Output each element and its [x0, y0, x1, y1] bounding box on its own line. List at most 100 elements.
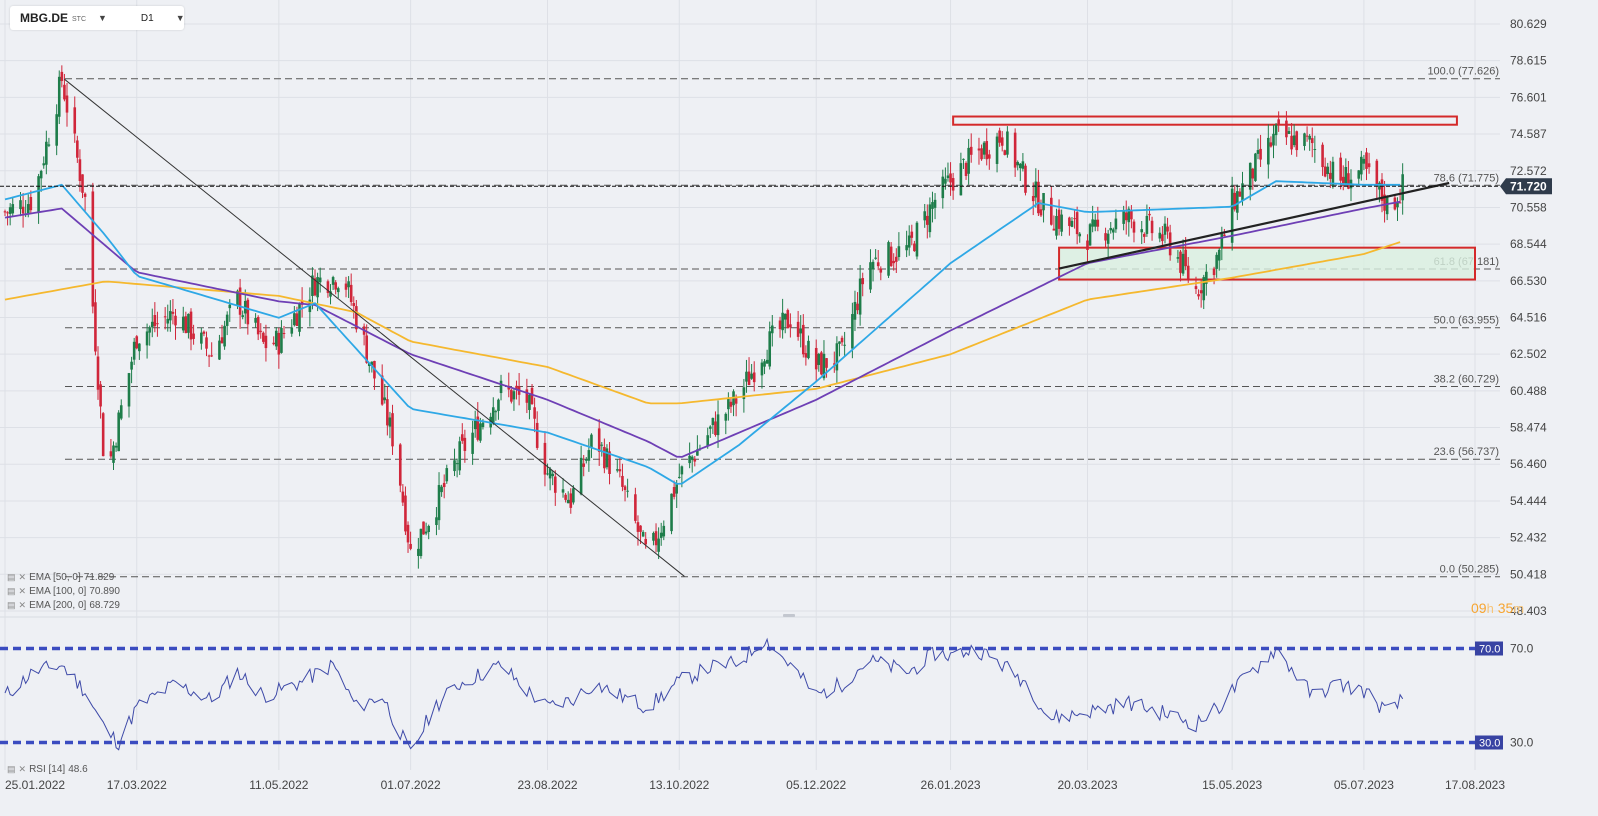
rsi-label: RSI [14]: [29, 764, 66, 775]
candle-body: [1287, 131, 1291, 134]
candle-body: [799, 328, 803, 334]
ema200-legend[interactable]: ▤ ✕ EMA [200, 0] 68.729: [7, 600, 120, 611]
candle-body: [789, 324, 792, 328]
candle-body: [1181, 253, 1185, 274]
candle-body: [1096, 219, 1100, 227]
settings-icon[interactable]: ▤: [7, 586, 16, 596]
candle-body: [1321, 144, 1324, 168]
candle-body: [218, 340, 221, 360]
symbol-dropdown-icon[interactable]: ▼: [98, 13, 107, 23]
candle-body: [455, 463, 459, 465]
candle-body: [696, 449, 699, 456]
x-axis-tick-label: 20.03.2023: [1057, 778, 1117, 792]
rsi-legend[interactable]: ▤ ✕ RSI [14] 48.6: [7, 764, 88, 775]
candle-body: [223, 325, 226, 347]
x-axis-tick-label: 17.03.2022: [107, 778, 167, 792]
candle-body: [626, 490, 629, 492]
candle-body: [747, 371, 751, 386]
candle-body: [406, 524, 410, 543]
candle-body: [169, 311, 172, 321]
symbol-toolbar[interactable]: MBG.DE STC ▼ D1 ▼: [10, 6, 185, 30]
settings-icon[interactable]: ▤: [7, 764, 16, 774]
rsi-axis-tick-label: 70.0: [1510, 642, 1534, 656]
candle-body: [1378, 182, 1381, 190]
candle-body: [37, 176, 40, 213]
candle-body: [316, 277, 319, 298]
candle-body: [246, 299, 250, 325]
settings-icon[interactable]: ▤: [7, 600, 16, 610]
candle-body: [1241, 183, 1244, 201]
candle-body: [130, 361, 133, 370]
candle-body: [949, 173, 952, 183]
candle-body: [26, 204, 30, 214]
fibonacci-level-label: 0.0 (50.285): [1440, 564, 1499, 576]
candle-body: [45, 141, 48, 165]
candle-body: [1109, 228, 1113, 231]
x-axis-tick-label: 05.07.2023: [1334, 778, 1394, 792]
ema50-legend[interactable]: ▤ ✕ EMA [50, 0] 71.829: [7, 572, 114, 583]
candle-body: [1277, 119, 1280, 125]
ema200-label: EMA [200, 0]: [29, 600, 87, 611]
ema100-legend[interactable]: ▤ ✕ EMA [100, 0] 70.890: [7, 586, 120, 597]
countdown-hours: 09: [1471, 600, 1487, 616]
candle-body: [1303, 133, 1306, 147]
candle-body: [623, 486, 627, 491]
candle-body: [851, 314, 854, 349]
close-icon[interactable]: ✕: [18, 600, 27, 610]
candle-body: [370, 361, 374, 366]
close-icon[interactable]: ✕: [18, 572, 27, 582]
candle-body: [1254, 153, 1257, 181]
candle-body: [905, 245, 908, 251]
candle-body: [479, 423, 482, 441]
candle-body: [499, 380, 503, 394]
candle-body: [843, 344, 846, 346]
candle-body: [398, 444, 402, 486]
candle-body: [825, 358, 828, 368]
x-axis-tick-label: 11.05.2022: [249, 778, 308, 792]
y-axis-tick-label: 60.488: [1510, 384, 1547, 398]
candle-body: [298, 303, 301, 332]
candle-body: [605, 448, 609, 468]
candle-body: [1016, 162, 1020, 166]
candle-body: [386, 399, 389, 426]
x-axis-tick-label: 17.08.2023: [1445, 778, 1505, 792]
y-axis-tick-label: 80.629: [1510, 17, 1547, 31]
candle-body: [127, 373, 131, 407]
candle-body: [99, 384, 102, 407]
candle-body: [326, 281, 330, 294]
candle-body: [546, 473, 549, 475]
candle-body: [770, 325, 774, 334]
candle-body: [138, 343, 141, 352]
candle-body: [551, 473, 554, 477]
candle-body: [543, 442, 547, 475]
candle-body: [39, 170, 43, 179]
candle-body: [1021, 161, 1025, 169]
candle-body: [352, 303, 356, 307]
candle-body: [1186, 265, 1190, 281]
candle-body: [980, 148, 983, 160]
candle-body: [1122, 210, 1125, 224]
close-icon[interactable]: ✕: [18, 586, 27, 596]
candle-body: [603, 446, 606, 469]
candle-body: [166, 318, 170, 324]
candle-body: [615, 469, 619, 471]
timeframe-dropdown-icon[interactable]: ▼: [175, 13, 185, 23]
candle-body: [311, 275, 314, 296]
candle-body: [1308, 135, 1311, 140]
fibonacci-level-label: 100.0 (77.626): [1427, 66, 1499, 78]
candle-body: [274, 330, 278, 347]
candle-body: [584, 459, 588, 461]
candle-body: [597, 428, 601, 452]
candle-body: [3, 211, 7, 213]
candle-body: [96, 356, 100, 390]
candle-body: [1212, 268, 1216, 276]
candle-body: [1295, 131, 1299, 151]
close-icon[interactable]: ✕: [18, 764, 27, 774]
candle-body: [1037, 181, 1040, 214]
candle-body: [959, 163, 963, 196]
candle-body: [417, 548, 420, 556]
settings-icon[interactable]: ▤: [7, 572, 16, 582]
candle-body: [1248, 162, 1252, 190]
